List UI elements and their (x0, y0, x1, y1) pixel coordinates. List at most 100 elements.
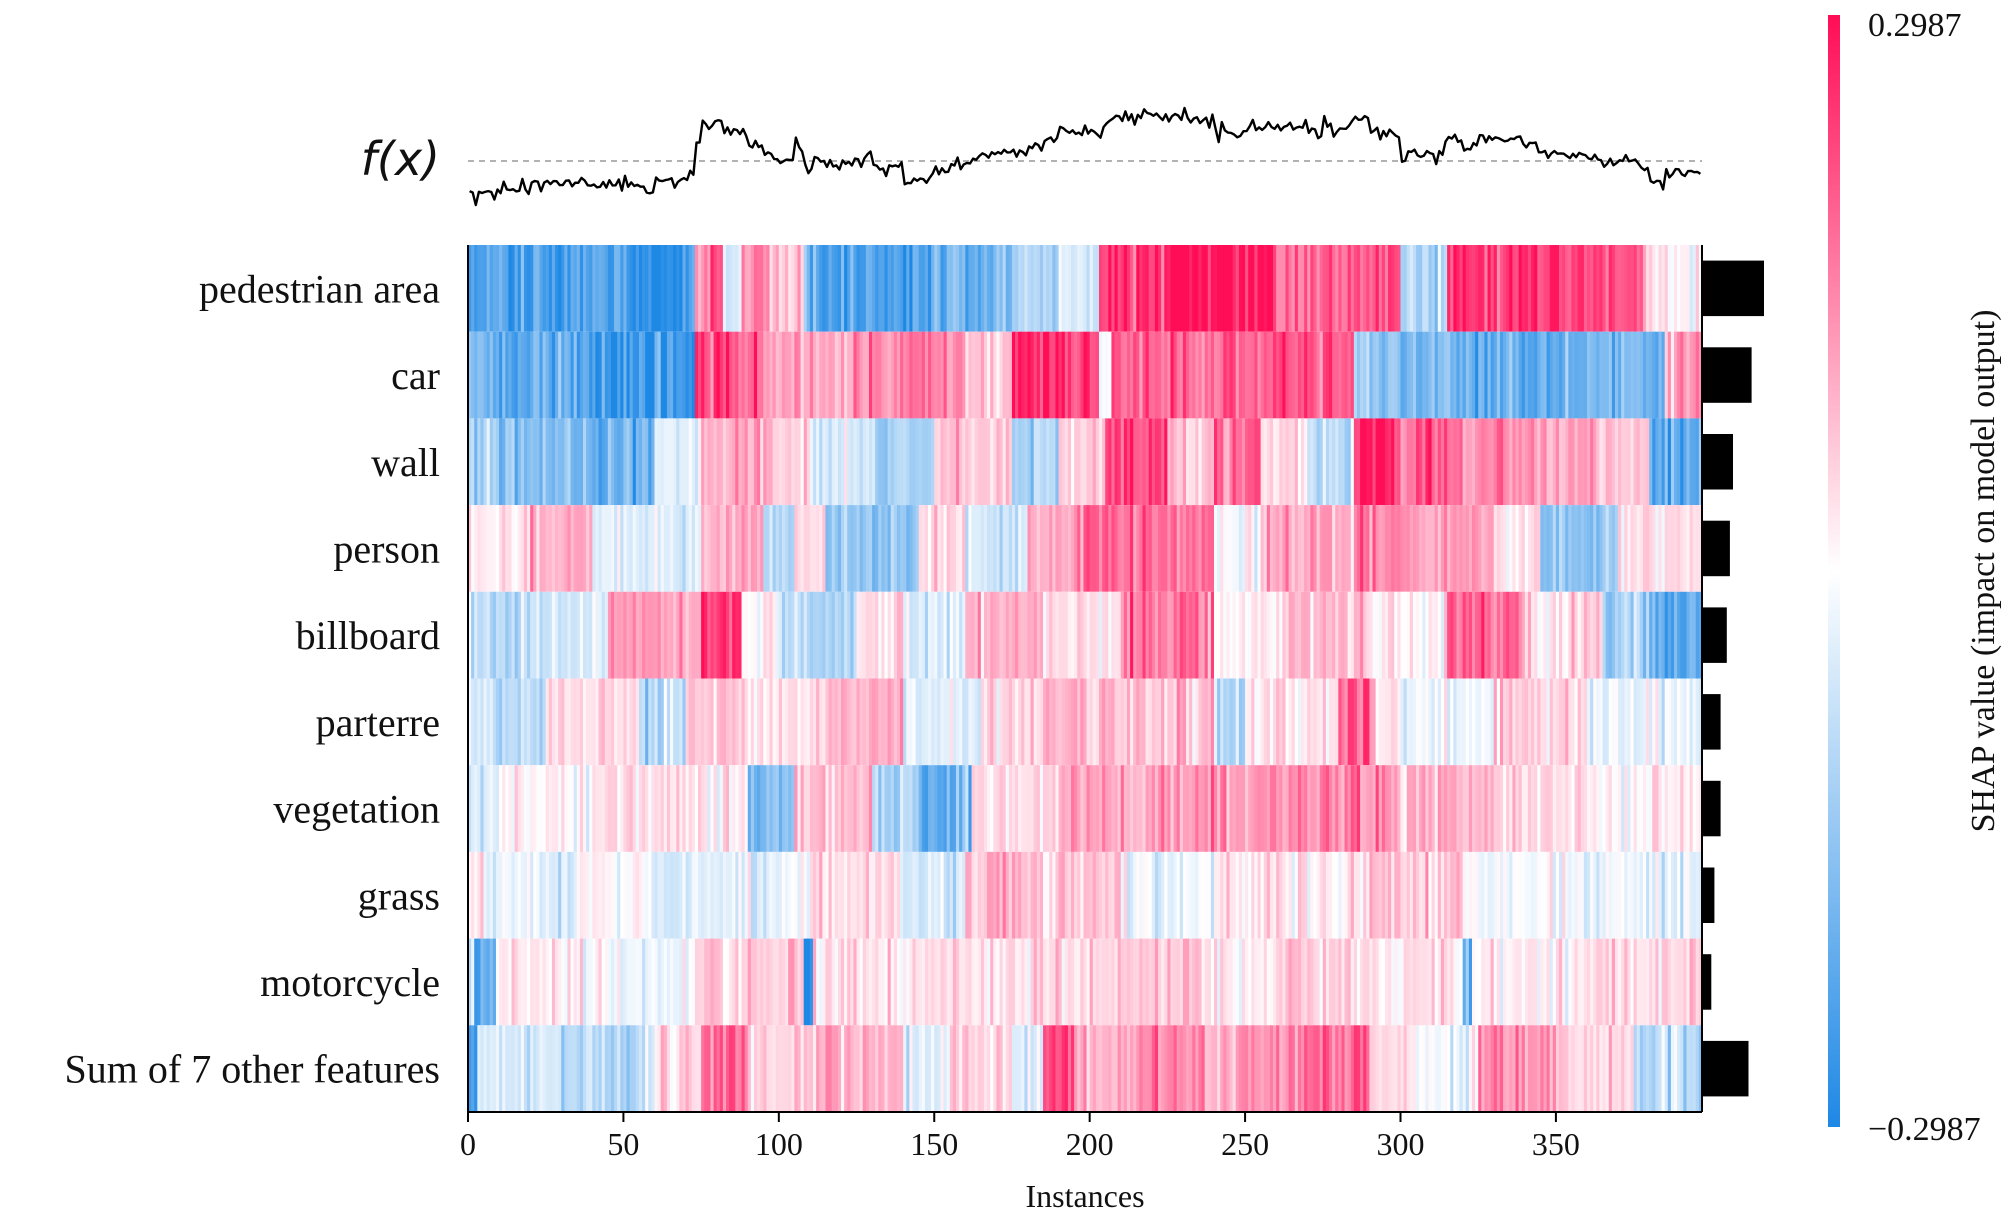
heatmap-cell (1388, 331, 1392, 419)
heatmap-cell (791, 505, 795, 592)
heatmap-cell (900, 765, 904, 852)
heatmap-cell (1008, 1025, 1013, 1112)
heatmap-cell (1621, 851, 1625, 939)
heatmap-cell (558, 938, 562, 1026)
heatmap-cell (1658, 1025, 1663, 1112)
heatmap-cell (747, 1025, 752, 1112)
heatmap-cell (716, 418, 721, 506)
heatmap-cell (520, 331, 525, 419)
heatmap-cell (875, 765, 879, 852)
heatmap-cell (1089, 851, 1094, 939)
heatmap-cell (828, 418, 833, 506)
heatmap-cell (778, 591, 783, 679)
heatmap-cell (1384, 1025, 1389, 1112)
heatmap-cell (1409, 1025, 1414, 1112)
heatmap-cell (1468, 505, 1473, 592)
heatmap-cell (1506, 851, 1510, 939)
heatmap-cell (1158, 765, 1162, 852)
heatmap-cell (1282, 851, 1287, 939)
heatmap-cell (952, 418, 957, 506)
heatmap-cell (834, 765, 839, 852)
heatmap-cell (1027, 765, 1032, 852)
heatmap-cell (486, 765, 491, 852)
heatmap-cell (1602, 591, 1607, 679)
heatmap-cell (1139, 765, 1144, 852)
heatmap-cell (1098, 591, 1103, 679)
heatmap-cell (1537, 678, 1541, 766)
heatmap-cell (1531, 938, 1535, 1026)
heatmap-cell (676, 938, 680, 1026)
heatmap-cell (732, 1025, 736, 1112)
heatmap-cell (1151, 851, 1156, 939)
heatmap-cell (1552, 678, 1557, 766)
heatmap-cell (1524, 938, 1529, 1026)
heatmap-cell (884, 765, 889, 852)
heatmap-cell (1574, 938, 1579, 1026)
heatmap-cell (785, 938, 789, 1026)
heatmap-cell (604, 591, 609, 679)
heatmap-cell (1269, 765, 1274, 852)
heatmap-cell (1036, 678, 1041, 766)
heatmap-cell (1590, 245, 1594, 332)
heatmap-cell (1614, 1025, 1619, 1112)
heatmap-cell (1403, 418, 1408, 506)
heatmap-cell (1375, 938, 1380, 1026)
heatmap-cell (1506, 591, 1510, 679)
heatmap-cell (583, 245, 587, 332)
heatmap-cell (1276, 331, 1280, 419)
heatmap-cell (956, 765, 960, 852)
heatmap-cell (1192, 1025, 1196, 1112)
heatmap-cell (716, 938, 721, 1026)
heatmap-cell (1490, 678, 1495, 766)
heatmap-cell (741, 938, 746, 1026)
heatmap-cell (607, 245, 612, 332)
heatmap-cell (903, 245, 907, 332)
heatmap-cell (1586, 505, 1591, 592)
heatmap-cell (1154, 331, 1159, 419)
heatmap-cell (1217, 765, 1221, 852)
heatmap-cell (903, 938, 907, 1026)
heatmap-cell (1055, 938, 1060, 1026)
heatmap-cell (573, 505, 578, 592)
heatmap-cell (1630, 938, 1635, 1026)
heatmap-cell (806, 418, 811, 506)
heatmap-cell (579, 678, 584, 766)
heatmap-cell (489, 505, 494, 592)
heatmap-cell (1105, 418, 1109, 506)
heatmap-cell (1680, 505, 1684, 592)
heatmap-cell (548, 245, 553, 332)
heatmap-cell (1627, 851, 1632, 939)
heatmap-cell (502, 938, 506, 1026)
heatmap-cell (1158, 331, 1162, 419)
heatmap-cell (1232, 851, 1237, 939)
heatmap-cell (1046, 591, 1050, 679)
heatmap-cell (694, 331, 699, 419)
heatmap-cell (1633, 418, 1638, 506)
heatmap-cell (635, 245, 640, 332)
heatmap-cell (806, 245, 811, 332)
heatmap-cell (1198, 418, 1203, 506)
heatmap-cell (545, 678, 550, 766)
heatmap-cell (495, 331, 500, 419)
heatmap-cell (937, 331, 942, 419)
heatmap-cell (847, 245, 851, 332)
heatmap-cell (750, 418, 755, 506)
heatmap-cell (1683, 591, 1688, 679)
heatmap-cell (1319, 938, 1324, 1026)
heatmap-cell (896, 678, 901, 766)
heatmap-cell (1039, 678, 1044, 766)
heatmap-cell (1158, 678, 1162, 766)
heatmap-cell (915, 851, 920, 939)
heatmap-cell (1260, 418, 1265, 506)
heatmap-cell (1005, 938, 1010, 1026)
heatmap-cell (1381, 418, 1386, 506)
heatmap-cell (1599, 851, 1604, 939)
heatmap-cell (962, 418, 966, 506)
heatmap-cell (1670, 245, 1675, 332)
heatmap-cell (1126, 938, 1131, 1026)
heatmap-cell (1049, 678, 1053, 766)
heatmap-cell (1241, 505, 1246, 592)
heatmap-cell (1649, 1025, 1653, 1112)
heatmap-cell (545, 938, 550, 1026)
heatmap-cell (670, 418, 674, 506)
